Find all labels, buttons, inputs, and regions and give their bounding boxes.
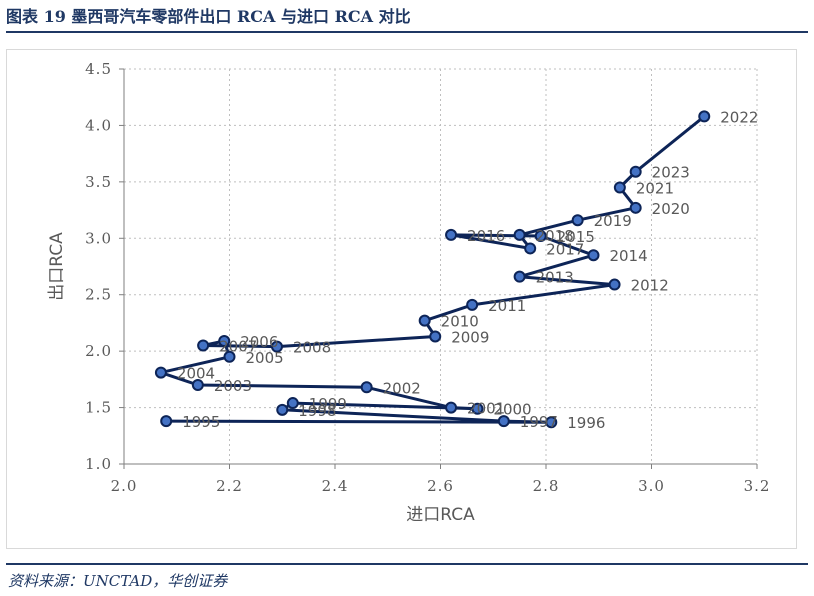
- x-tick-label-3.2: 3.2: [744, 477, 771, 495]
- marker-2000: [471, 402, 484, 415]
- x-tick-label-2.0: 2.0: [111, 477, 138, 495]
- marker-2022: [698, 110, 711, 123]
- y-tick-label-4.5: 4.5: [85, 60, 112, 78]
- marker-2021: [613, 181, 626, 194]
- marker-2023: [629, 165, 642, 178]
- y-tick-label-1.0: 1.0: [85, 455, 112, 473]
- y-tick-label-2.5: 2.5: [85, 286, 112, 304]
- x-tick-label-2.8: 2.8: [533, 477, 560, 495]
- marker-layer: [154, 110, 711, 429]
- source-note: 资料来源：UNCTAD，华创证券: [8, 572, 228, 590]
- point-label-2012: 2012: [631, 277, 669, 295]
- point-label-2022: 2022: [720, 108, 758, 126]
- point-label-2000: 2000: [493, 401, 531, 419]
- marker-1997: [497, 415, 510, 428]
- marker-2019: [571, 214, 584, 227]
- marker-1995: [160, 415, 173, 428]
- y-tick-label-3.5: 3.5: [85, 173, 112, 191]
- marker-2007: [197, 339, 210, 352]
- point-label-2018: 2018: [536, 227, 574, 245]
- point-label-2009: 2009: [451, 328, 489, 346]
- footer-divider: [6, 563, 808, 565]
- point-label-2007: 2007: [219, 338, 257, 356]
- point-label-2005: 2005: [246, 349, 284, 367]
- point-label-2002: 2002: [383, 379, 421, 397]
- point-label-2008: 2008: [293, 339, 331, 357]
- point-label-1997: 1997: [520, 413, 558, 431]
- y-tick-label-4.0: 4.0: [85, 116, 112, 134]
- marker-2018: [513, 228, 526, 241]
- chart-frame: [6, 49, 797, 549]
- header-divider: [6, 31, 808, 33]
- marker-2009: [429, 330, 442, 343]
- x-tick-label-2.4: 2.4: [322, 477, 349, 495]
- marker-2012: [608, 278, 621, 291]
- point-label-2021: 2021: [636, 180, 674, 198]
- point-label-2020: 2020: [652, 200, 690, 218]
- marker-2011: [466, 298, 479, 311]
- marker-2020: [629, 201, 642, 214]
- marker-1998: [276, 403, 289, 416]
- axis-layer: 1.0 1.5 2.0 2.5 3.0 3.5 4.0 4.5 2.0 2.2 2.4 2.6 2.8 3…: [85, 60, 771, 495]
- y-tick-label-2.0: 2.0: [85, 342, 112, 360]
- x-tick-label-2.2: 2.2: [216, 477, 243, 495]
- marker-1999: [286, 397, 299, 410]
- point-label-2003: 2003: [214, 377, 252, 395]
- y-axis-title: 出口RCA: [47, 232, 67, 301]
- marker-2008: [270, 340, 283, 353]
- x-tick-label-3.0: 3.0: [638, 477, 665, 495]
- y-tick-label-1.5: 1.5: [85, 399, 112, 417]
- point-label-1996: 1996: [567, 414, 605, 432]
- point-label-2017: 2017: [546, 240, 584, 258]
- marker-2016: [445, 228, 458, 241]
- point-label-2016: 2016: [467, 227, 505, 245]
- point-label-2001: 2001: [467, 400, 505, 418]
- marker-1996: [545, 416, 558, 429]
- x-tick-label-2.6: 2.6: [427, 477, 454, 495]
- x-axis-title: 进口RCA: [406, 505, 475, 525]
- marker-2014: [587, 249, 600, 262]
- marker-2005: [223, 350, 236, 363]
- point-label-2010: 2010: [441, 313, 479, 331]
- point-label-2023: 2023: [652, 164, 690, 182]
- marker-2015: [534, 230, 547, 243]
- point-label-1999: 1999: [309, 395, 347, 413]
- point-label-2004: 2004: [177, 365, 215, 383]
- point-label-2014: 2014: [609, 247, 647, 265]
- marker-2003: [191, 379, 204, 391]
- point-label-2006: 2006: [240, 333, 278, 351]
- marker-2004: [154, 366, 167, 379]
- point-label-2011: 2011: [488, 297, 526, 315]
- marker-2001: [445, 401, 458, 414]
- marker-2013: [513, 270, 526, 283]
- page-title: 图表 19 墨西哥汽车零部件出口 RCA 与进口 RCA 对比: [6, 7, 411, 26]
- marker-2002: [360, 381, 373, 394]
- point-label-1995: 1995: [182, 413, 220, 431]
- point-label-2015: 2015: [557, 228, 595, 246]
- point-label-2013: 2013: [536, 269, 574, 287]
- marker-2010: [418, 314, 431, 327]
- marker-2017: [524, 242, 537, 255]
- point-label-1998: 1998: [298, 402, 336, 420]
- point-label-2019: 2019: [594, 212, 632, 230]
- marker-2006: [218, 334, 231, 347]
- y-tick-label-3.0: 3.0: [85, 229, 112, 247]
